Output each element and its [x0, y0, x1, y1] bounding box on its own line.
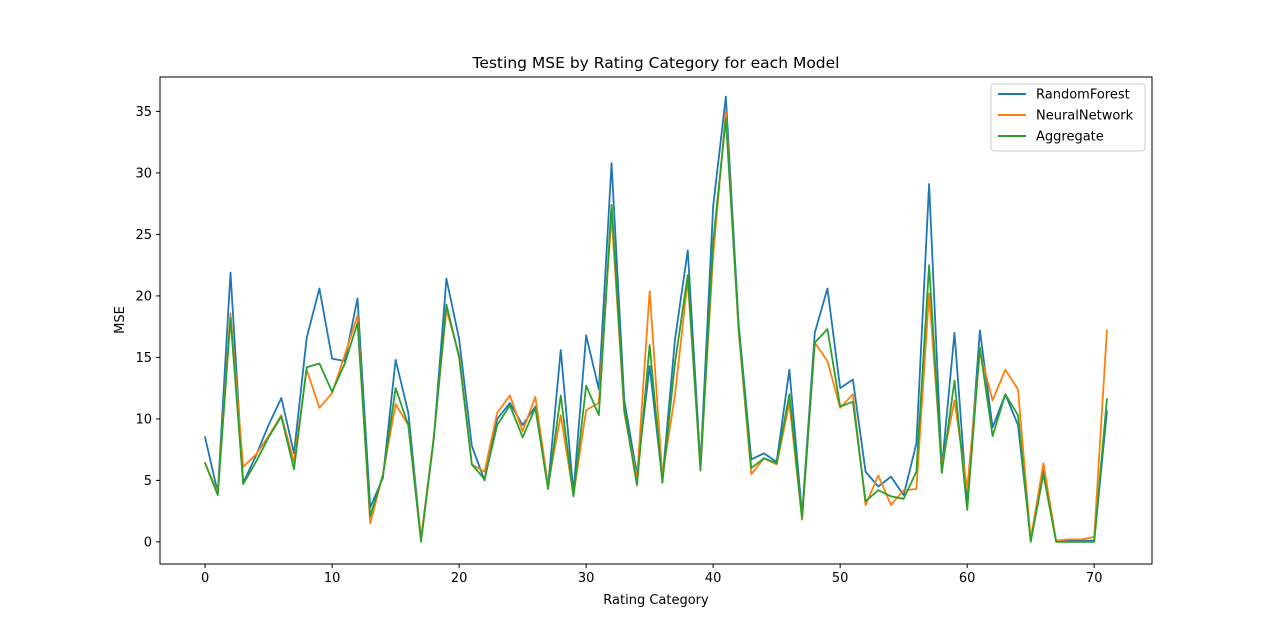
x-tick-label: 30: [578, 571, 595, 586]
y-tick-label: 25: [135, 228, 152, 243]
y-tick-label: 20: [135, 289, 152, 304]
legend-box: [990, 83, 1146, 152]
legend-label: RandomForest: [1036, 88, 1130, 103]
x-tick-label: 60: [959, 571, 976, 586]
y-axis-label: MSE: [113, 306, 128, 334]
series-line-randomforest: [204, 95, 1108, 542]
x-tick-label: 50: [832, 571, 849, 586]
chart-title: Testing MSE by Rating Category for each …: [471, 54, 839, 72]
y-tick-label: 30: [135, 166, 152, 181]
x-tick-label: 40: [705, 571, 722, 586]
y-tick-label: 10: [135, 412, 152, 427]
x-tick-label: 10: [324, 571, 341, 586]
y-tick-label: 15: [135, 351, 152, 366]
x-axis-label: Rating Category: [603, 593, 709, 608]
plot-area: 0 10 20 30 40 50 60 70 0 5 10 15 20 25 30 35: [135, 76, 1153, 586]
legend: RandomForest NeuralNetwork Aggregate: [990, 83, 1146, 152]
x-tick-label: 70: [1086, 571, 1103, 586]
y-tick-label: 0: [144, 535, 152, 550]
legend-label: NeuralNetwork: [1036, 109, 1134, 124]
series-line-aggregate: [203, 117, 1108, 543]
y-tick-label: 35: [135, 105, 152, 120]
plot-frame: [159, 76, 1153, 565]
x-tick-label: 0: [201, 571, 209, 586]
x-tick-label: 20: [451, 571, 468, 586]
y-tick-label: 5: [144, 474, 152, 489]
legend-label: Aggregate: [1036, 130, 1104, 145]
series-line-neuralnetwork: [203, 110, 1108, 542]
